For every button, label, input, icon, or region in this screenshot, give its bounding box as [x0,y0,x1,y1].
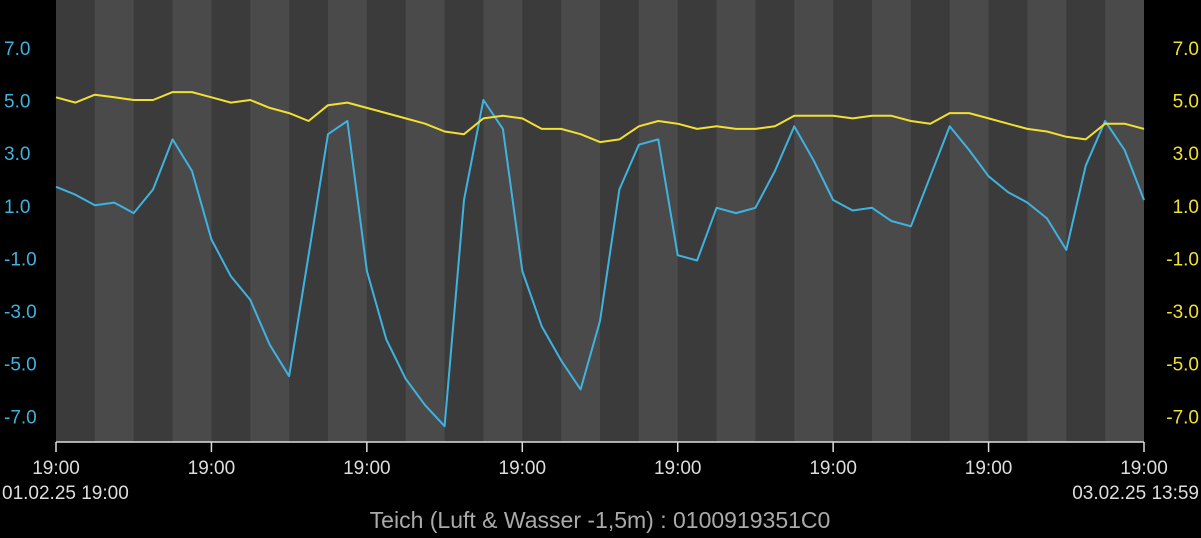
stripe [94,0,134,442]
x-tick-label: 19:00 [1120,458,1168,479]
stripe [561,0,600,442]
x-tick-label: 19:00 [499,458,547,479]
y2-tick-label: -5.0 [1166,355,1199,376]
series-line [55,91,1145,144]
plot-background [56,0,1144,442]
stripe [949,0,989,442]
y2-tick-label: 7.0 [1173,39,1199,60]
y-tick-label: -5.0 [4,355,37,376]
y2-tick-label: 1.0 [1173,197,1199,218]
stripe [716,0,756,442]
stripe [405,0,445,442]
x-tick-label: 19:00 [188,458,236,479]
end-label: 03.02.25 13:59 [1072,483,1199,504]
x-tick-label: 19:00 [343,458,391,479]
x-tick-label: 19:00 [965,458,1013,479]
y2-tick-label: -7.0 [1166,407,1199,428]
stripe [1105,0,1144,442]
y2-tick-label: 3.0 [1173,144,1199,165]
y-tick-label: -1.0 [4,249,37,270]
y-tick-label: 5.0 [4,92,30,113]
start-label: 01.02.25 19:00 [2,483,129,504]
y-tick-label: 3.0 [4,144,30,165]
y-tick-label: -3.0 [4,302,37,323]
y2-tick-label: -3.0 [1166,302,1199,323]
stripe [172,0,212,442]
y2-tick-label: 5.0 [1173,92,1199,113]
stripe [794,0,834,442]
x-tick-label: 19:00 [809,458,857,479]
y-tick-label: 1.0 [4,197,30,218]
x-tick-label: 19:00 [654,458,702,479]
stripe [1027,0,1067,442]
y-tick-label: 7.0 [4,39,30,60]
stripe [250,0,290,442]
x-tick-label: 19:00 [32,458,80,479]
chart-title: Teich (Luft & Wasser -1,5m) : 0100919351… [370,507,831,533]
series-line [55,99,1145,428]
y-tick-label: -7.0 [4,407,37,428]
y2-tick-label: -1.0 [1166,249,1199,270]
